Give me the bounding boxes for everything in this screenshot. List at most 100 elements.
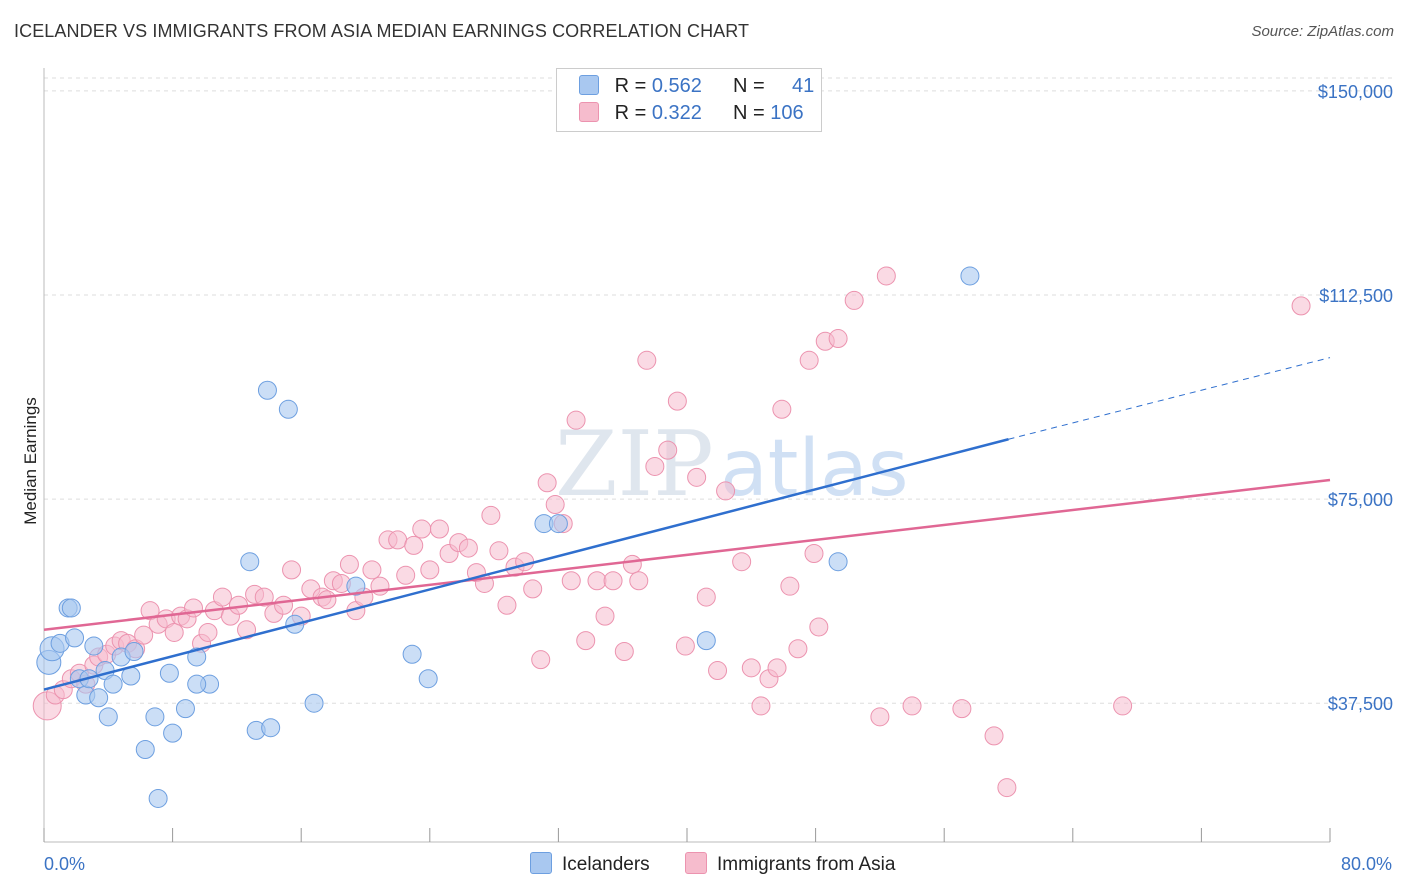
data-point-immigrants bbox=[212, 587, 232, 607]
legend-swatch-immigrants bbox=[579, 102, 599, 122]
legend-r-value: 0.322 bbox=[651, 102, 702, 124]
bottom-legend-label-icelanders: Icelanders bbox=[562, 854, 650, 875]
data-point-icelanders bbox=[175, 699, 195, 719]
data-point-immigrants bbox=[637, 350, 657, 370]
data-point-immigrants bbox=[481, 505, 501, 525]
data-point-icelanders bbox=[304, 693, 324, 713]
data-point-immigrants bbox=[164, 622, 184, 642]
data-point-immigrants bbox=[198, 622, 218, 642]
data-point-immigrants bbox=[772, 399, 792, 419]
legend-r-label: R = bbox=[614, 75, 647, 97]
trend-lines bbox=[43, 357, 1331, 691]
data-point-immigrants bbox=[876, 266, 896, 286]
data-point-immigrants bbox=[523, 579, 543, 599]
data-point-immigrants bbox=[828, 329, 848, 349]
trend-line-immigrants bbox=[43, 478, 1331, 631]
data-point-immigrants bbox=[716, 481, 736, 501]
y-axis-label: Median Earnings bbox=[21, 397, 40, 525]
y-tick-label: $112,500 bbox=[1319, 286, 1393, 306]
data-point-immigrants bbox=[566, 410, 586, 430]
data-point-immigrants bbox=[902, 696, 922, 716]
data-point-icelanders bbox=[278, 399, 298, 419]
legend-r-label: R = bbox=[614, 102, 647, 124]
x-tick-label-max: 80.0% bbox=[1341, 854, 1392, 874]
data-point-immigrants bbox=[658, 440, 678, 460]
data-point-icelanders bbox=[696, 631, 716, 651]
data-point-immigrants bbox=[237, 620, 257, 640]
data-point-immigrants bbox=[799, 350, 819, 370]
legend-r-value: 0.562 bbox=[651, 75, 702, 97]
x-tick-label-min: 0.0% bbox=[44, 854, 85, 874]
data-point-immigrants bbox=[587, 571, 607, 591]
data-point-icelanders bbox=[163, 723, 183, 743]
data-point-immigrants bbox=[274, 595, 294, 615]
data-point-icelanders bbox=[402, 644, 422, 664]
data-point-immigrants bbox=[458, 538, 478, 558]
data-point-immigrants bbox=[732, 552, 752, 572]
data-point-immigrants bbox=[429, 519, 449, 539]
data-point-icelanders bbox=[548, 514, 568, 534]
data-point-immigrants bbox=[708, 661, 728, 681]
data-point-immigrants bbox=[576, 631, 596, 651]
y-tick-label: $37,500 bbox=[1328, 694, 1393, 714]
data-point-immigrants bbox=[388, 530, 408, 550]
data-point-icelanders bbox=[346, 576, 366, 596]
data-point-immigrants bbox=[809, 617, 829, 637]
data-point-immigrants bbox=[412, 519, 432, 539]
data-point-immigrants bbox=[396, 565, 416, 585]
data-point-immigrants bbox=[788, 639, 808, 659]
data-point-immigrants bbox=[1291, 296, 1311, 316]
data-point-icelanders bbox=[103, 674, 123, 694]
axis-labels: $37,500 $75,000 $112,500 $150,000 Median Ear… bbox=[21, 82, 1393, 874]
watermark-atlas: atlas bbox=[720, 424, 909, 514]
data-point-icelanders bbox=[257, 380, 277, 400]
data-point-immigrants bbox=[984, 726, 1004, 746]
series-immigrants-points bbox=[32, 266, 1311, 798]
data-point-icelanders bbox=[159, 663, 179, 683]
data-point-immigrants bbox=[537, 473, 557, 493]
trend-line-icelanders-extension bbox=[1008, 357, 1331, 440]
data-point-immigrants bbox=[362, 560, 382, 580]
legend-swatch-icelanders bbox=[579, 75, 599, 95]
bottom-legend-swatch-icelanders bbox=[530, 852, 552, 874]
legend-row-immigrants: R = 0.322 N = 106 bbox=[579, 102, 804, 126]
data-point-icelanders bbox=[187, 674, 207, 694]
legend-n-value: 41 bbox=[792, 75, 815, 97]
data-point-icelanders bbox=[828, 552, 848, 572]
data-point-immigrants bbox=[254, 587, 274, 607]
trend-line-icelanders bbox=[43, 438, 1009, 691]
data-point-icelanders bbox=[418, 669, 438, 689]
data-point-icelanders bbox=[98, 707, 118, 727]
data-point-immigrants bbox=[614, 642, 634, 661]
bottom-legend-icelanders: Icelanders bbox=[530, 852, 650, 876]
data-point-immigrants bbox=[339, 554, 359, 574]
bottom-legend-immigrants: Immigrants from Asia bbox=[685, 852, 895, 876]
data-point-icelanders bbox=[187, 647, 207, 667]
data-point-icelanders bbox=[124, 642, 144, 661]
data-point-immigrants bbox=[645, 456, 665, 476]
data-point-immigrants bbox=[134, 625, 154, 645]
bottom-legend-label-immigrants: Immigrants from Asia bbox=[717, 854, 896, 875]
data-point-immigrants bbox=[404, 535, 424, 555]
watermark-zip: ZIP bbox=[555, 412, 714, 517]
data-point-icelanders bbox=[148, 788, 168, 808]
data-point-immigrants bbox=[531, 650, 551, 670]
legend-n-label: N = bbox=[733, 102, 765, 124]
data-point-immigrants bbox=[696, 587, 716, 607]
data-point-immigrants bbox=[489, 541, 509, 561]
chart-title: ICELANDER VS IMMIGRANTS FROM ASIA MEDIAN… bbox=[14, 21, 750, 41]
legend-row-icelanders: R = 0.562 N = 41 bbox=[579, 75, 814, 99]
correlation-legend: R = 0.562 N = 41 R = 0.322 N = 106 bbox=[556, 68, 822, 132]
data-point-immigrants bbox=[1113, 696, 1133, 716]
data-point-immigrants bbox=[603, 571, 623, 591]
y-tick-label: $150,000 bbox=[1318, 82, 1393, 102]
data-point-icelanders bbox=[135, 739, 155, 759]
data-point-immigrants bbox=[595, 606, 615, 626]
data-point-immigrants bbox=[622, 554, 642, 574]
data-point-icelanders bbox=[61, 598, 81, 618]
data-point-immigrants bbox=[629, 571, 649, 591]
source-credit: Source: ZipAtlas.com bbox=[1251, 23, 1394, 40]
bottom-legend-swatch-immigrants bbox=[685, 852, 707, 874]
y-tick-label: $75,000 bbox=[1328, 490, 1393, 510]
data-point-immigrants bbox=[997, 778, 1017, 798]
